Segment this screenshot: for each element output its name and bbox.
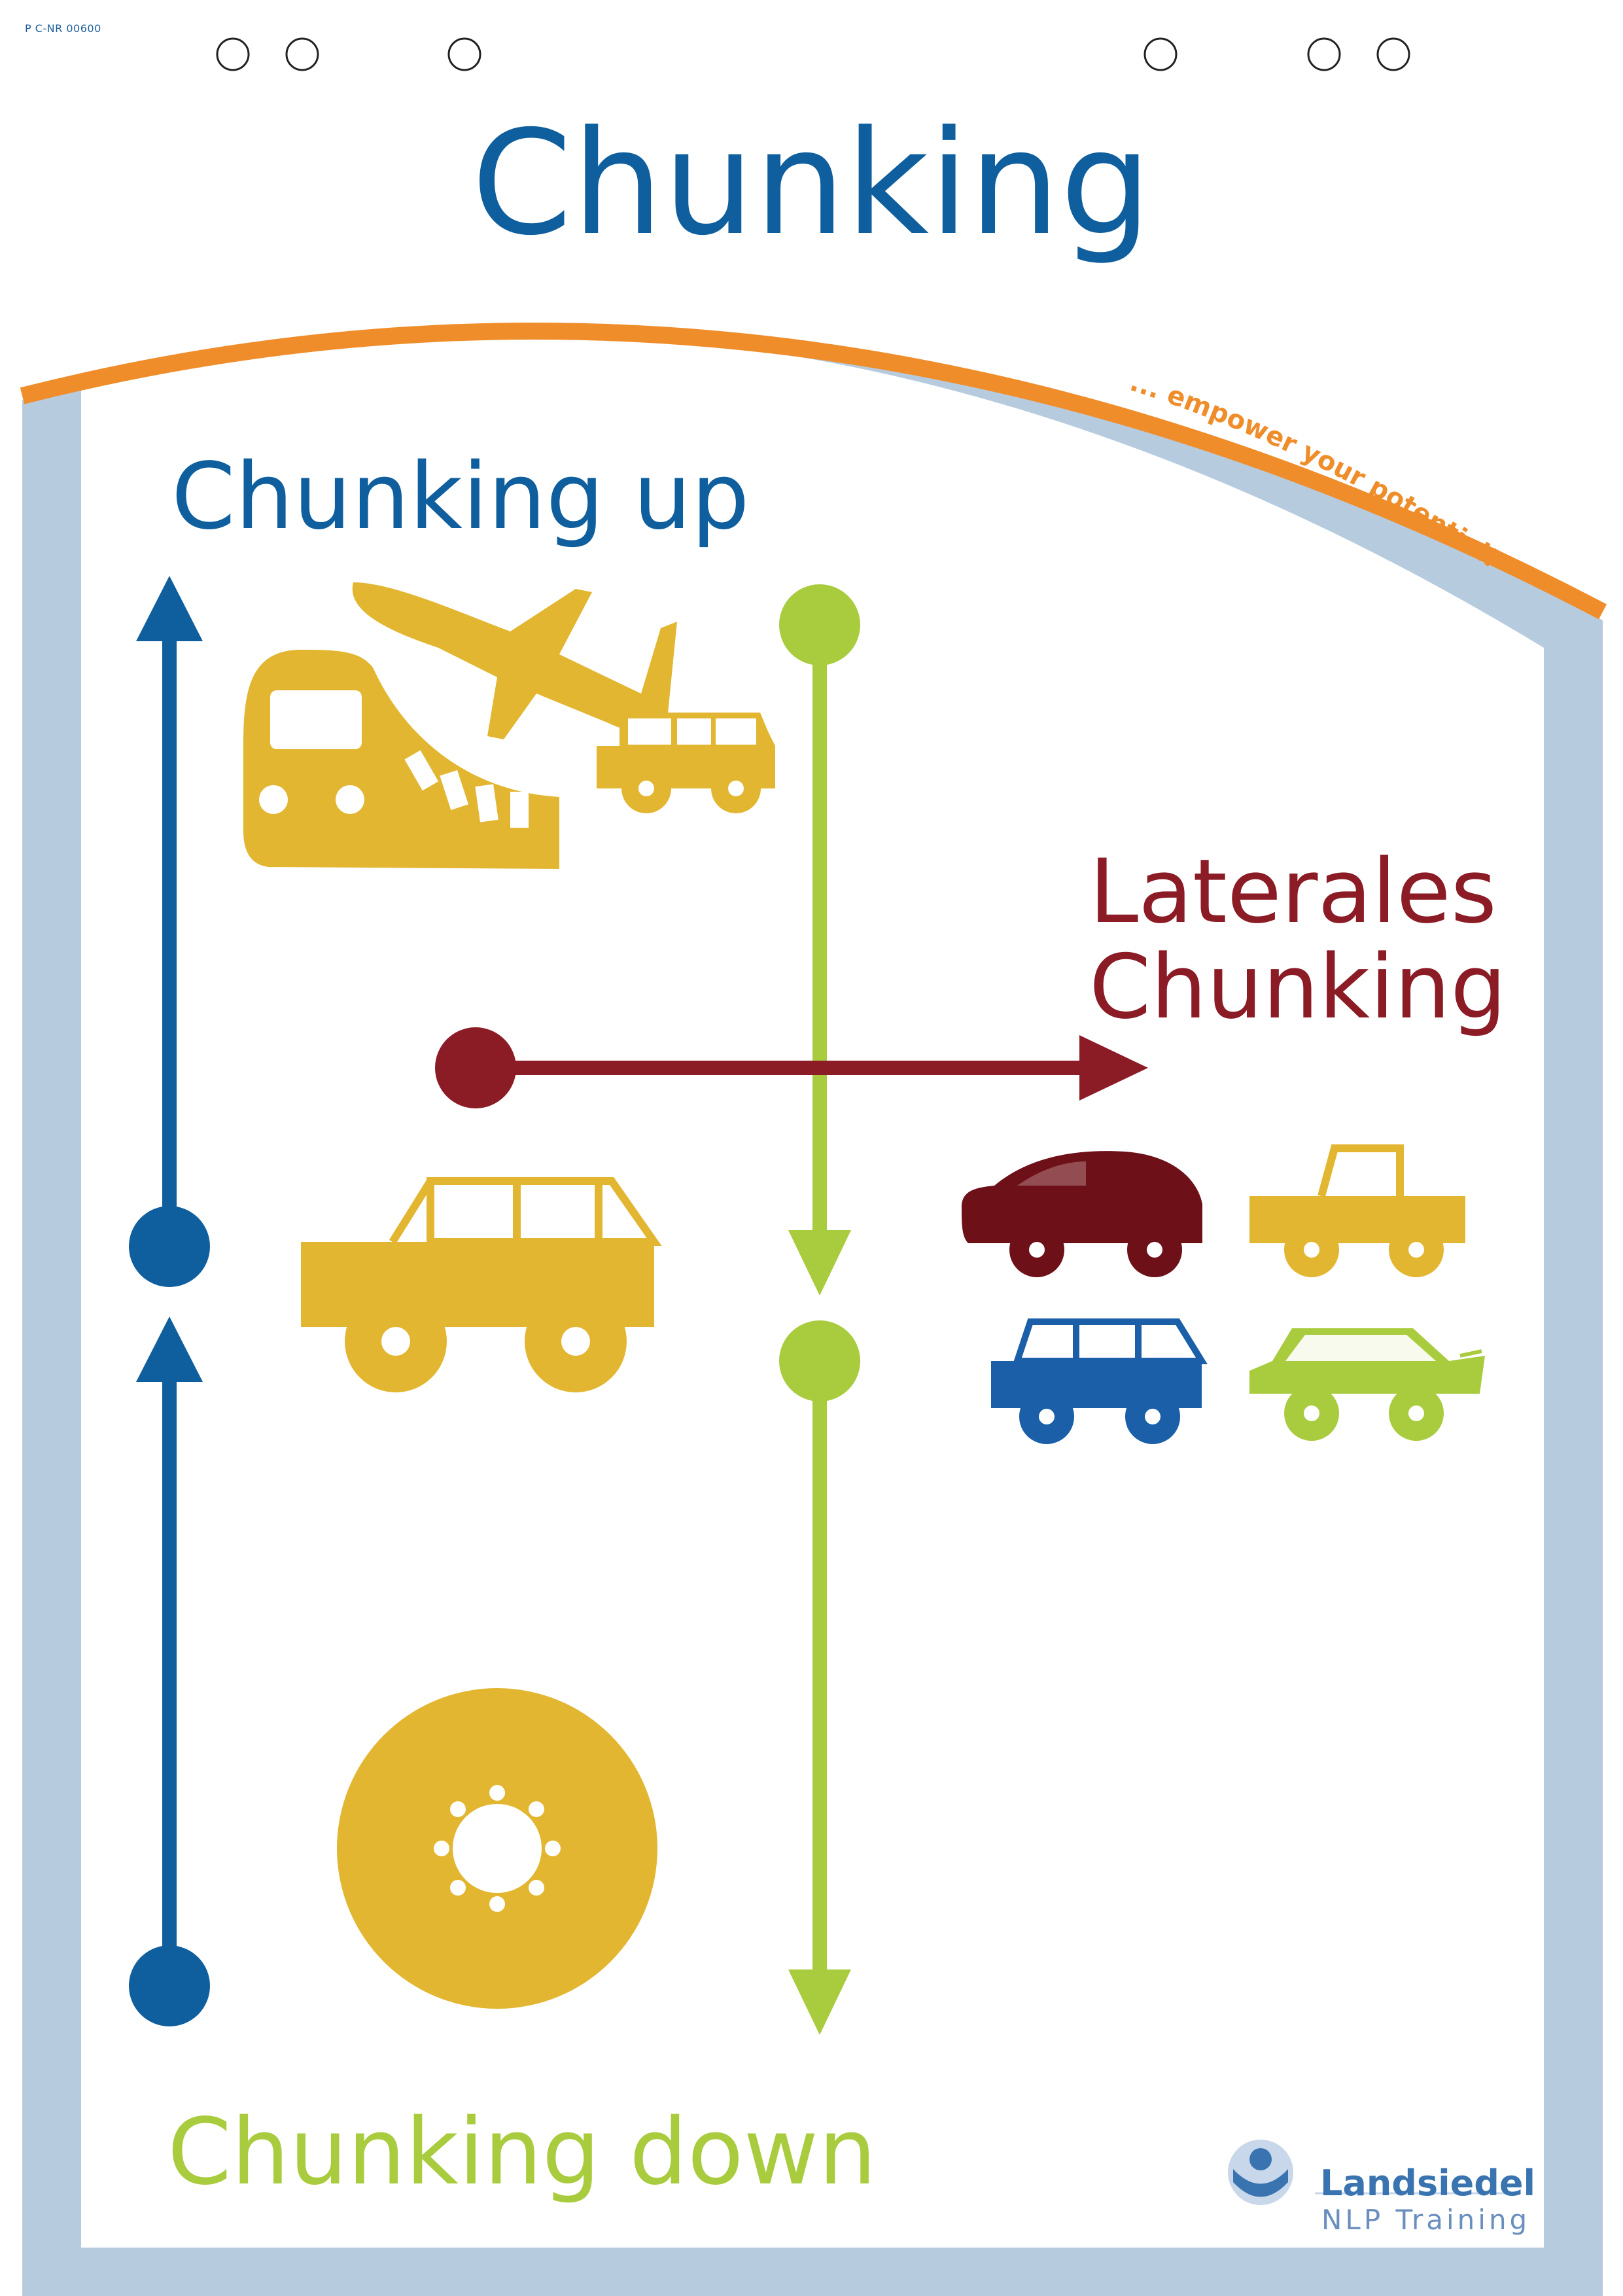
document-code: P C-NR 00600 [25, 22, 101, 35]
arrow-up-1 [129, 576, 210, 1287]
arrow-up-2 [129, 1316, 210, 2026]
label-lateral-chunking: Laterales Chunking [1089, 844, 1507, 1035]
train-icon [243, 650, 559, 869]
punch-holes [216, 37, 1410, 71]
arrow-lateral [435, 1027, 1148, 1108]
jeep-icon-small [597, 713, 775, 813]
brand-name: Landsiedel [1320, 2163, 1536, 2204]
pickup-icon-yellow [1249, 1144, 1465, 1277]
label-chunking-down: Chunking down [167, 2099, 877, 2206]
brand-subtitle: NLP Training [1321, 2204, 1531, 2236]
car-icon-green [1249, 1328, 1485, 1441]
jeep-icon-blue [991, 1318, 1208, 1444]
logo-icon [1228, 2140, 1293, 2205]
label-lateral-line1: Laterales [1089, 840, 1497, 943]
label-chunking-up: Chunking up [171, 444, 750, 550]
arrow-down-1 [779, 584, 860, 1296]
orange-arc [20, 323, 1607, 620]
arrow-down-2 [779, 1320, 860, 2035]
label-lateral-line2: Chunking [1089, 935, 1507, 1038]
jeep-icon-large [301, 1177, 662, 1392]
page-title: Chunking [471, 99, 1152, 267]
car-icon-red [962, 1151, 1202, 1277]
wheel-icon [337, 1688, 657, 2009]
airplane-icon [352, 582, 677, 739]
